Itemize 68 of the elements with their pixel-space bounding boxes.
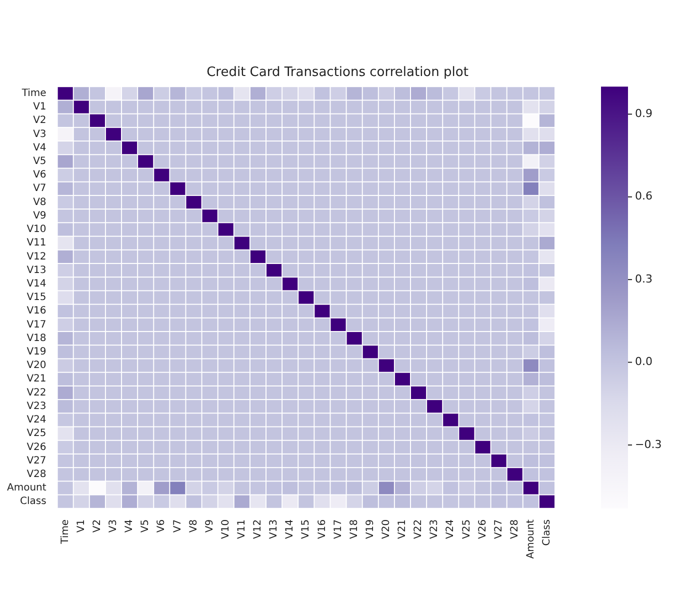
y-tick-label: V9 <box>33 210 46 222</box>
x-tick-label: V22 <box>413 519 424 539</box>
x-tick-label: V5 <box>140 519 152 533</box>
chart-title: Credit Card Transactions correlation plot <box>206 65 468 80</box>
x-tick-label: V25 <box>461 519 472 539</box>
y-tick-label: V3 <box>33 128 46 140</box>
x-tick-label: V24 <box>445 519 456 539</box>
x-tick-label: V7 <box>172 519 184 533</box>
x-tick-label: V26 <box>477 519 488 539</box>
y-tick-label: V6 <box>33 170 46 181</box>
x-tick-label: V9 <box>204 519 216 533</box>
y-tick-label: V7 <box>33 183 46 194</box>
y-tick-label: V27 <box>26 455 46 466</box>
y-tick-label: V21 <box>26 374 46 385</box>
x-tick-label: V10 <box>220 519 232 539</box>
y-tick-label: Class <box>20 496 46 508</box>
y-tick-label: V26 <box>26 442 46 453</box>
x-tick-label: V20 <box>381 519 392 539</box>
y-tick-label: V13 <box>26 264 46 276</box>
y-tick-label: V25 <box>26 428 46 440</box>
x-tick-label: V18 <box>348 519 360 539</box>
x-tick-label: V14 <box>284 519 296 539</box>
color-bar-label: 0.6 <box>635 190 652 203</box>
x-tick-label: V1 <box>76 519 87 533</box>
y-tick-label: V28 <box>26 468 46 480</box>
x-tick-label: V17 <box>332 519 344 539</box>
y-tick-label: V14 <box>26 278 46 290</box>
x-tick-label: V11 <box>236 519 248 539</box>
color-bar-label: −0.3 <box>635 438 662 451</box>
x-tick-label: V4 <box>124 519 136 533</box>
y-tick-label: V1 <box>33 102 46 113</box>
x-tick-label: V28 <box>509 519 520 539</box>
y-tick-label: V2 <box>33 115 46 126</box>
x-tick-label: V19 <box>364 519 376 539</box>
color-bar-label: 0.0 <box>635 355 652 368</box>
y-tick-label: V8 <box>33 196 46 208</box>
y-tick-label: V22 <box>26 387 46 398</box>
color-bar-label: 0.3 <box>635 272 652 286</box>
x-tick-label: V27 <box>493 519 504 539</box>
x-tick-label: V16 <box>316 519 328 539</box>
x-tick-label: V3 <box>108 519 120 533</box>
y-tick-label: V20 <box>26 360 46 372</box>
y-tick-label: V18 <box>26 332 46 344</box>
x-tick-label: Class <box>542 519 553 546</box>
y-tick-label: V12 <box>26 251 46 262</box>
y-tick-label: V15 <box>26 292 46 304</box>
y-tick-label: V10 <box>26 224 46 236</box>
y-tick-label: V16 <box>26 306 46 317</box>
x-tick-label: V15 <box>300 519 312 539</box>
x-tick-label: V13 <box>268 519 280 539</box>
y-tick-label: V4 <box>33 142 46 154</box>
y-tick-label: V11 <box>26 238 46 249</box>
x-tick-label: V8 <box>188 519 200 533</box>
x-tick-label: V12 <box>252 519 264 539</box>
y-tick-label: Amount <box>7 482 46 494</box>
x-tick-label: V2 <box>92 519 104 533</box>
y-tick-label: Time <box>20 88 46 99</box>
y-tick-label: V17 <box>26 319 46 330</box>
y-tick-label: V5 <box>33 156 46 168</box>
y-tick-label: V19 <box>26 346 46 358</box>
y-tick-label: V23 <box>26 400 46 412</box>
x-tick-label: Amount <box>526 519 537 559</box>
color-bar-label: 0.9 <box>635 107 652 120</box>
x-tick-label: V21 <box>397 519 408 539</box>
y-tick-label: V24 <box>26 414 46 426</box>
x-tick-label: Time <box>60 519 71 545</box>
x-tick-label: V23 <box>429 519 440 539</box>
x-tick-label: V6 <box>156 519 168 533</box>
